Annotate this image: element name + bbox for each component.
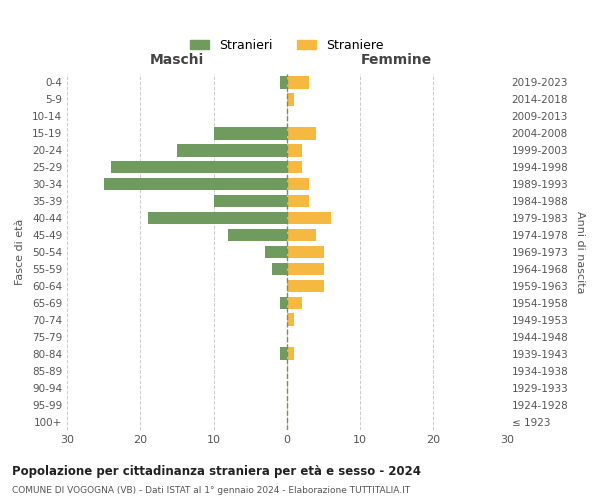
Bar [287,262,323,276]
Bar [228,228,287,241]
Bar [265,246,287,258]
Bar [287,178,309,190]
Bar [287,280,323,292]
Legend: Stranieri, Straniere: Stranieri, Straniere [185,34,389,56]
Bar [148,212,287,224]
Bar [214,127,287,140]
Bar [287,296,302,309]
Bar [287,314,294,326]
Bar [287,194,309,207]
Text: Femmine: Femmine [361,53,433,67]
Bar [272,262,287,276]
Bar [287,144,302,156]
Bar [280,76,287,88]
Bar [280,296,287,309]
Bar [214,194,287,207]
Text: Maschi: Maschi [150,53,204,67]
Bar [104,178,287,190]
Bar [287,246,323,258]
Bar [287,127,316,140]
Y-axis label: Fasce di età: Fasce di età [15,219,25,285]
Bar [177,144,287,156]
Bar [111,161,287,173]
Text: Popolazione per cittadinanza straniera per età e sesso - 2024: Popolazione per cittadinanza straniera p… [12,464,421,477]
Bar [287,228,316,241]
Bar [287,348,294,360]
Bar [287,212,331,224]
Bar [280,348,287,360]
Bar [287,76,309,88]
Bar [287,93,294,106]
Bar [287,161,302,173]
Y-axis label: Anni di nascita: Anni di nascita [575,210,585,293]
Text: COMUNE DI VOGOGNA (VB) - Dati ISTAT al 1° gennaio 2024 - Elaborazione TUTTITALIA: COMUNE DI VOGOGNA (VB) - Dati ISTAT al 1… [12,486,410,495]
